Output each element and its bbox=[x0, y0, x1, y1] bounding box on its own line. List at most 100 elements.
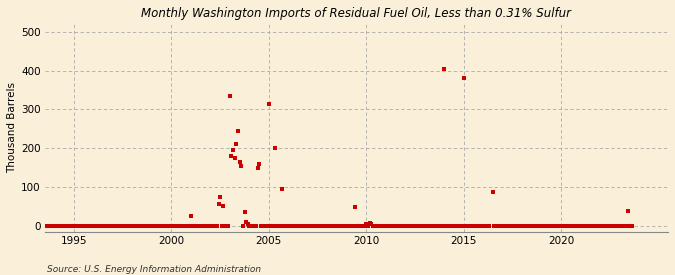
Point bbox=[117, 224, 128, 228]
Point bbox=[279, 224, 290, 228]
Point bbox=[48, 224, 59, 228]
Point bbox=[296, 224, 306, 228]
Point bbox=[140, 224, 151, 228]
Point bbox=[348, 224, 358, 228]
Point bbox=[98, 224, 109, 228]
Point bbox=[134, 224, 144, 228]
Point bbox=[286, 224, 297, 228]
Point bbox=[51, 224, 61, 228]
Point bbox=[564, 224, 574, 228]
Point bbox=[242, 222, 253, 226]
Point bbox=[114, 224, 125, 228]
Point bbox=[528, 224, 539, 228]
Point bbox=[195, 224, 206, 228]
Point bbox=[167, 224, 178, 228]
Point bbox=[522, 224, 533, 228]
Point bbox=[226, 154, 237, 158]
Point bbox=[163, 224, 173, 228]
Point bbox=[301, 224, 312, 228]
Point bbox=[612, 224, 623, 228]
Point bbox=[173, 224, 184, 228]
Point bbox=[523, 224, 534, 228]
Point bbox=[429, 224, 440, 228]
Point bbox=[342, 224, 352, 228]
Point bbox=[92, 224, 103, 228]
Point bbox=[483, 224, 493, 228]
Point bbox=[197, 224, 208, 228]
Point bbox=[137, 224, 148, 228]
Point bbox=[470, 224, 481, 228]
Point bbox=[520, 224, 531, 228]
Point bbox=[293, 224, 304, 228]
Point bbox=[171, 224, 182, 228]
Point bbox=[611, 224, 622, 228]
Point bbox=[74, 224, 84, 228]
Point bbox=[288, 224, 298, 228]
Point bbox=[158, 224, 169, 228]
Point bbox=[622, 209, 633, 213]
Point bbox=[367, 224, 378, 228]
Point bbox=[53, 224, 63, 228]
Point bbox=[487, 190, 498, 194]
Point bbox=[620, 224, 631, 228]
Point bbox=[181, 224, 192, 228]
Point bbox=[157, 224, 167, 228]
Point bbox=[383, 224, 394, 228]
Point bbox=[230, 156, 240, 160]
Point bbox=[323, 224, 334, 228]
Point bbox=[448, 224, 459, 228]
Point bbox=[574, 224, 585, 228]
Point bbox=[284, 224, 295, 228]
Point bbox=[105, 224, 115, 228]
Point bbox=[146, 224, 157, 228]
Point bbox=[346, 224, 357, 228]
Point bbox=[45, 224, 55, 228]
Point bbox=[351, 224, 362, 228]
Point bbox=[231, 142, 242, 147]
Point bbox=[69, 224, 80, 228]
Point bbox=[395, 224, 406, 228]
Point bbox=[552, 224, 563, 228]
Point bbox=[178, 224, 188, 228]
Point bbox=[476, 224, 487, 228]
Point bbox=[450, 224, 461, 228]
Point bbox=[419, 224, 430, 228]
Point bbox=[219, 224, 230, 228]
Point bbox=[187, 224, 198, 228]
Point bbox=[271, 224, 282, 228]
Point bbox=[510, 224, 521, 228]
Point bbox=[95, 224, 105, 228]
Point bbox=[406, 224, 417, 228]
Point bbox=[88, 224, 99, 228]
Point bbox=[609, 224, 620, 228]
Point bbox=[107, 224, 118, 228]
Point bbox=[458, 76, 469, 81]
Point bbox=[116, 224, 127, 228]
Point bbox=[67, 224, 78, 228]
Point bbox=[93, 224, 104, 228]
Point bbox=[421, 224, 431, 228]
Point bbox=[234, 160, 245, 164]
Point bbox=[130, 224, 141, 228]
Point bbox=[382, 224, 393, 228]
Point bbox=[432, 224, 443, 228]
Point bbox=[580, 224, 591, 228]
Point bbox=[72, 224, 83, 228]
Point bbox=[327, 224, 338, 228]
Point bbox=[161, 224, 172, 228]
Point bbox=[617, 224, 628, 228]
Point bbox=[218, 204, 229, 208]
Point bbox=[239, 210, 250, 214]
Point bbox=[70, 224, 81, 228]
Point bbox=[179, 224, 190, 228]
Point bbox=[371, 224, 381, 228]
Point bbox=[358, 224, 369, 228]
Point bbox=[499, 224, 510, 228]
Point bbox=[216, 224, 227, 228]
Point bbox=[129, 224, 140, 228]
Point bbox=[291, 224, 302, 228]
Point bbox=[377, 224, 387, 228]
Point bbox=[207, 224, 217, 228]
Point bbox=[225, 94, 236, 98]
Point bbox=[57, 224, 68, 228]
